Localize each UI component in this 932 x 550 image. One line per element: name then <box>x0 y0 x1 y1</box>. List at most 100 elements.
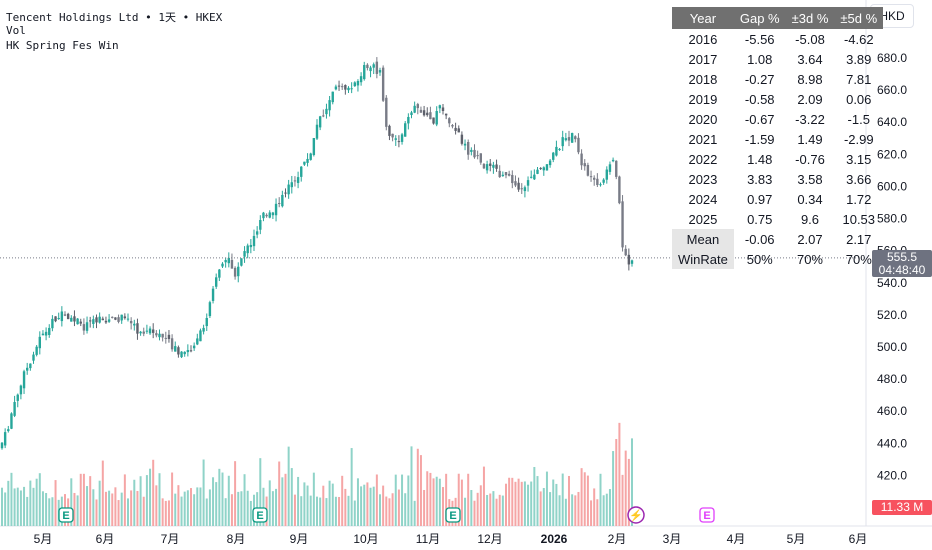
candle-body <box>363 65 366 80</box>
volume-bar <box>32 487 35 526</box>
y-tick-label: 520.0 <box>877 308 907 322</box>
volume-bar <box>561 473 564 526</box>
candle-body <box>457 128 460 133</box>
candle-body <box>145 330 149 332</box>
volume-bar <box>624 450 627 526</box>
volume-bar <box>602 495 605 526</box>
x-tick-label: 2月 <box>608 532 627 546</box>
candle-body <box>35 346 38 355</box>
candle-body <box>325 108 328 115</box>
volume-bar <box>1 487 3 526</box>
volume-bar <box>82 473 85 526</box>
volume-bar <box>394 474 397 526</box>
stats-value-cell: 1.48 <box>747 151 773 167</box>
volume-bar <box>435 476 438 526</box>
candle-body <box>467 141 470 155</box>
candle-body <box>208 302 212 317</box>
volume-bar <box>284 473 287 526</box>
stats-value-cell: 0.97 <box>747 191 773 207</box>
candle-body <box>523 187 527 192</box>
candle-body <box>0 442 4 449</box>
event-marker-label: E <box>256 510 263 522</box>
volume-bar <box>423 489 426 526</box>
candle-body <box>473 149 476 158</box>
stats-value-cell: 10.53 <box>842 211 876 227</box>
candle-body <box>407 116 410 124</box>
volume-bar <box>457 473 460 526</box>
candle-body <box>164 337 167 339</box>
candle-body <box>16 394 19 401</box>
volume-bar <box>482 466 485 526</box>
volume-bar <box>136 490 139 526</box>
volume-bar <box>527 484 530 526</box>
candle-body <box>621 201 624 248</box>
candle-body <box>611 159 615 162</box>
bar-countdown: 04:48:40 <box>878 263 926 277</box>
volume-bar <box>237 491 240 526</box>
candle-body <box>233 267 237 277</box>
volume-bar <box>382 485 385 526</box>
candle-body <box>306 158 309 163</box>
volume-bar <box>583 472 586 526</box>
volume-bar <box>508 477 511 526</box>
candle-body <box>309 153 312 160</box>
volume-bar <box>341 475 344 526</box>
candle-body <box>397 141 401 143</box>
volume-bar <box>486 494 489 526</box>
volume-bar <box>464 497 467 526</box>
volume-bar <box>498 494 501 526</box>
volume-bar <box>287 446 290 526</box>
stats-value-cell: 0.75 <box>747 211 773 227</box>
volume-bar <box>230 494 233 526</box>
volume-bar <box>152 459 155 526</box>
candle-body <box>422 110 426 116</box>
y-tick-label: 420.0 <box>877 468 907 482</box>
candle-body <box>281 194 284 207</box>
event-marker-label: E <box>62 510 69 522</box>
stats-year-cell: 2018 <box>688 71 718 87</box>
candle-body <box>353 82 356 87</box>
candle-body <box>95 317 98 323</box>
candle-body <box>271 212 275 216</box>
candle-body <box>372 64 375 68</box>
volume-bar <box>410 446 413 526</box>
volume-bar <box>338 496 341 526</box>
stats-value-cell: -0.27 <box>744 71 775 87</box>
candle-body <box>347 87 350 91</box>
volume-bar <box>155 485 158 526</box>
volume-bar <box>442 487 444 526</box>
volume-bar <box>246 490 249 526</box>
stats-value-cell: -5.08 <box>795 31 825 47</box>
volume-bar <box>227 475 230 526</box>
candle-body <box>577 137 580 153</box>
candle-body <box>249 244 253 248</box>
volume-bar <box>319 497 322 526</box>
volume-bar <box>413 500 416 526</box>
candle-body <box>13 402 16 416</box>
volume-bar <box>530 481 533 526</box>
volume-bar <box>167 500 170 526</box>
volume-bar <box>312 472 315 526</box>
stats-value-cell: -1.5 <box>847 111 870 127</box>
candle-body <box>296 177 300 183</box>
candle-body <box>539 167 542 169</box>
volume-bar <box>631 438 633 526</box>
volume-bar <box>401 474 404 526</box>
candle-body <box>375 61 379 74</box>
volume-bar <box>545 471 548 526</box>
volume-bar <box>183 491 186 526</box>
volume-bar <box>275 488 278 526</box>
x-tick-label: 6月 <box>849 532 868 546</box>
volume-bar <box>202 459 205 526</box>
volume-bar <box>356 478 359 526</box>
volume-bar <box>89 476 92 526</box>
candle-body <box>7 429 10 432</box>
candle-body <box>221 263 224 267</box>
x-tick-label: 6月 <box>96 532 115 546</box>
candle-body <box>322 115 325 117</box>
candle-body <box>284 192 287 194</box>
stats-year-cell: 2022 <box>688 151 718 167</box>
volume-bar <box>98 480 101 526</box>
candle-body <box>32 354 35 361</box>
